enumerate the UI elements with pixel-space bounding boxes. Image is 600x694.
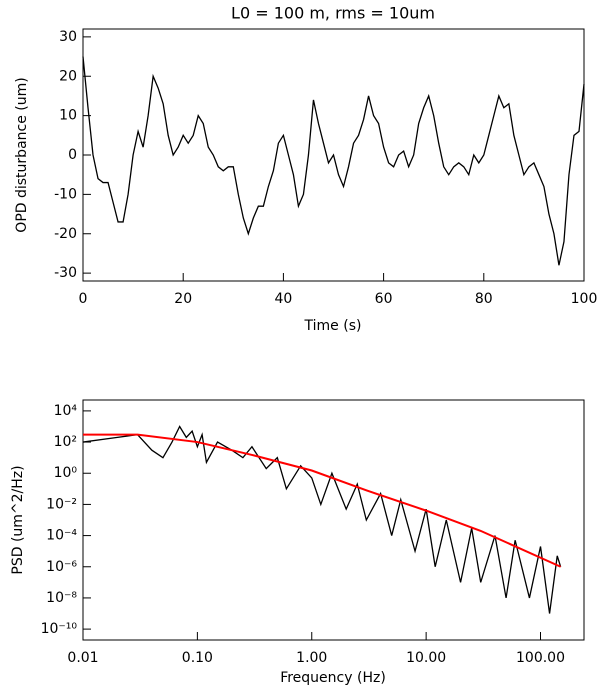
x-tick-label: 40 <box>274 291 292 307</box>
y-tick-label: 10⁻² <box>46 496 77 512</box>
x-tick-label: 60 <box>375 291 393 307</box>
y-tick-label: 10² <box>54 434 77 450</box>
y-tick-label: 10⁻⁶ <box>46 559 77 575</box>
series-line <box>82 425 562 614</box>
y-tick-label: 30 <box>59 29 77 45</box>
x-tick-label: 20 <box>174 291 192 307</box>
x-tick-label: 0 <box>79 291 88 307</box>
x-tick-label: 0.01 <box>67 650 98 666</box>
y-tick-label: 10⁻⁸ <box>46 590 77 606</box>
x-tick-label: 100.00 <box>516 650 565 666</box>
top-y-label: OPD disturbance (um) <box>14 77 30 232</box>
y-tick-label: -30 <box>54 265 77 281</box>
x-tick-label: 0.10 <box>182 650 213 666</box>
y-tick-label: -10 <box>54 186 77 202</box>
y-tick-label: 10⁰ <box>54 465 78 481</box>
top-x-label: Time (s) <box>304 318 362 334</box>
series-line <box>82 56 585 266</box>
series-line <box>83 433 562 568</box>
bottom-y-label: PSD (um^2/Hz) <box>10 465 26 574</box>
y-tick-label: 10⁻⁴ <box>46 528 77 544</box>
x-tick-label: 80 <box>475 291 493 307</box>
y-tick-label: -20 <box>54 226 77 242</box>
y-tick-label: 10⁴ <box>54 403 78 419</box>
bottom-x-label: Frequency (Hz) <box>280 670 386 686</box>
y-tick-label: 20 <box>59 68 77 84</box>
x-tick-label: 10.00 <box>406 650 446 666</box>
y-tick-label: 10 <box>59 108 77 124</box>
top-title: L0 = 100 m, rms = 10um <box>231 4 435 23</box>
bottom-frame <box>82 399 585 641</box>
y-tick-label: 0 <box>68 147 77 163</box>
x-tick-label: 1.00 <box>296 650 327 666</box>
y-tick-label: 10⁻¹⁰ <box>41 621 78 637</box>
x-tick-label: 100 <box>571 291 598 307</box>
